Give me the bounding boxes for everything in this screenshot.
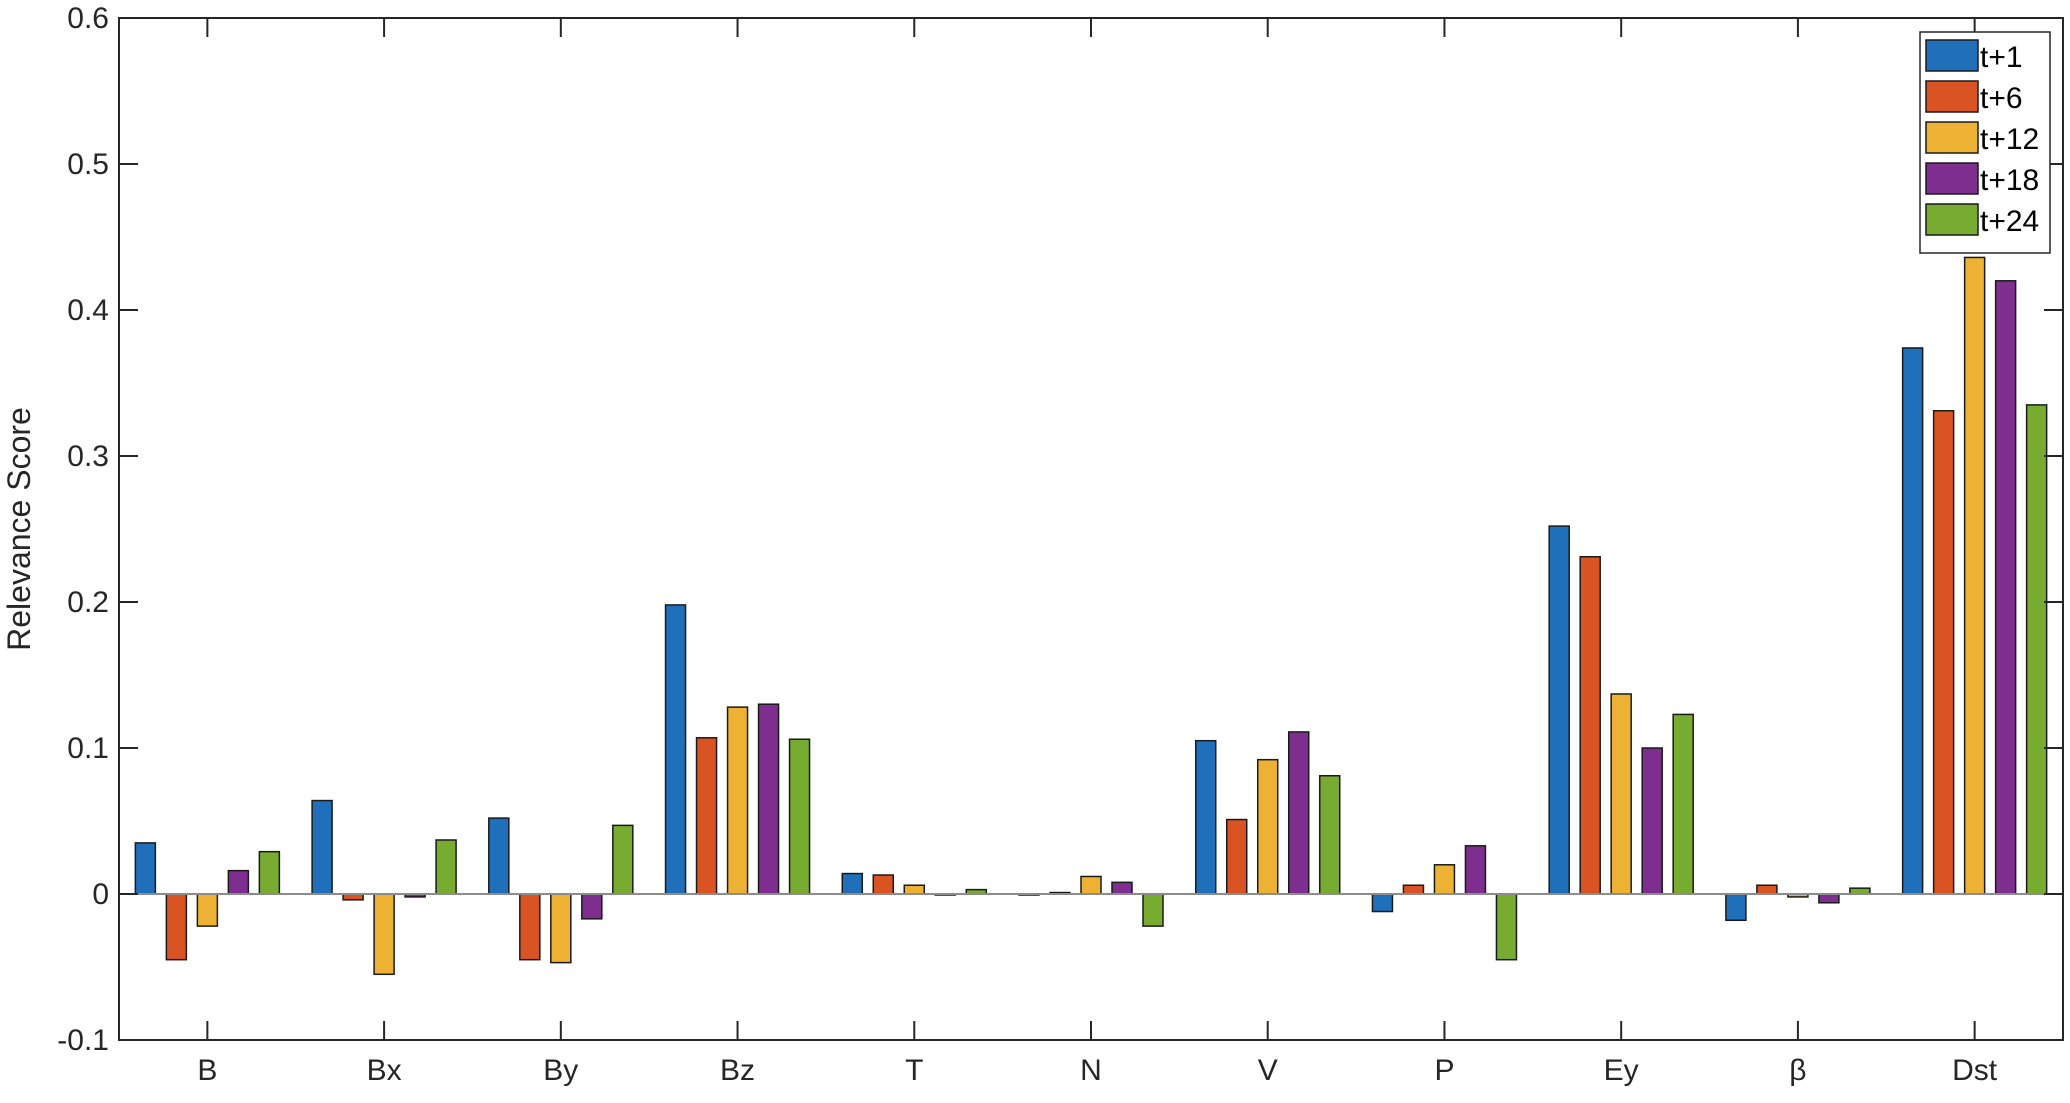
x-tick-label: B	[197, 1054, 217, 1087]
legend-swatch-t+24	[1925, 203, 1979, 236]
bar-Bz-t+18	[757, 703, 780, 895]
bar-By-t+1	[488, 817, 510, 895]
bar-group-Ey	[1548, 525, 1694, 895]
bar-B-t+24	[258, 850, 281, 895]
legend-swatch-t+18	[1925, 162, 1979, 195]
bar-Dst-t+12	[1963, 256, 1986, 895]
y-tick-label: 0.6	[67, 2, 109, 35]
bar-Bz-t+6	[695, 737, 718, 895]
legend-label: t+1	[1980, 41, 2023, 74]
bar-By-t+24	[612, 824, 634, 895]
legend-label: t+6	[1980, 82, 2023, 115]
bar-P-t+6	[1402, 884, 1425, 895]
bar-B-t+12	[196, 893, 219, 927]
bar-group-Dst	[1901, 256, 2048, 895]
bar-Ey-t+18	[1641, 747, 1663, 895]
bar-β-t+18	[1818, 893, 1840, 904]
legend-label: t+18	[1980, 164, 2039, 197]
y-axis-title: Relevance Score	[1, 407, 37, 651]
y-tick-label: 0.5	[67, 148, 109, 181]
bar-Dst-t+1	[1901, 347, 1924, 895]
bar-T-t+6	[872, 874, 895, 895]
x-tick-label: Bx	[367, 1054, 402, 1087]
bar-N-t+12	[1080, 875, 1102, 895]
bar-T-t+1	[841, 872, 864, 895]
x-tick-label: By	[543, 1054, 578, 1087]
bar-Dst-t+18	[1994, 280, 2017, 895]
bar-V-t+24	[1318, 774, 1341, 895]
x-tick-label: Ey	[1604, 1054, 1639, 1087]
bar-N-t+18	[1111, 881, 1133, 895]
bar-V-t+12	[1256, 758, 1279, 895]
bar-Bx-t+12	[373, 893, 395, 976]
bar-Bz-t+24	[788, 738, 811, 895]
bar-group-V	[1194, 731, 1341, 895]
y-tick-label: 0.1	[67, 732, 109, 765]
bar-Ey-t+12	[1610, 693, 1632, 895]
legend-swatch-t+12	[1925, 121, 1979, 154]
bar-group-Bx	[311, 799, 457, 976]
bar-B-t+6	[165, 893, 188, 961]
y-tick-label: 0.4	[67, 294, 109, 327]
bar-Ey-t+1	[1548, 525, 1570, 895]
y-tick-label: 0	[92, 878, 109, 911]
bar-B-t+18	[227, 869, 250, 895]
bar-By-t+18	[581, 893, 603, 920]
bar-P-t+1	[1371, 893, 1394, 913]
y-tick-label: -0.1	[57, 1024, 109, 1057]
legend-swatch-t+1	[1925, 39, 1979, 72]
bar-group-By	[488, 817, 634, 964]
x-tick-label: N	[1080, 1054, 1102, 1087]
bar-V-t+6	[1225, 818, 1248, 895]
legend: t+1 t+6 t+12 t+18 t+24	[1919, 31, 2051, 254]
bar-group-B	[134, 842, 281, 961]
bar-β-t+1	[1725, 893, 1747, 922]
bar-Bx-t+1	[311, 799, 333, 895]
bar-By-t+6	[519, 893, 541, 961]
bar-group-N	[1018, 875, 1164, 927]
bar-By-t+12	[550, 893, 572, 964]
x-tick-label: Dst	[1952, 1054, 1998, 1087]
bar-group-T	[841, 872, 988, 896]
bar-groups	[134, 256, 2048, 976]
bar-Dst-t+24	[2025, 404, 2048, 895]
x-tick-label: β	[1789, 1054, 1806, 1087]
bar-P-t+24	[1495, 893, 1518, 961]
x-axis: B Bx By Bz T N V P Ey β Dst	[197, 18, 1998, 1087]
bar-V-t+1	[1194, 739, 1217, 895]
bar-Bx-t+24	[435, 839, 457, 895]
bar-Ey-t+6	[1579, 555, 1601, 895]
y-tick-label: 0.3	[67, 440, 109, 473]
y-axis: -0.1 0 0.1 0.2 0.3 0.4 0.5 0.6	[57, 2, 2063, 1057]
bar-T-t+12	[903, 884, 926, 895]
bar-P-t+12	[1433, 864, 1456, 895]
x-tick-label: T	[905, 1054, 923, 1087]
x-tick-label: Bz	[720, 1054, 755, 1087]
bar-group-P	[1371, 845, 1518, 961]
x-tick-label: V	[1258, 1054, 1278, 1087]
bar-Dst-t+6	[1932, 409, 1955, 895]
legend-swatch-t+6	[1925, 80, 1979, 113]
bar-Bz-t+1	[664, 604, 687, 895]
bar-N-t+24	[1142, 893, 1164, 927]
bar-group-β	[1725, 884, 1871, 922]
legend-label: t+24	[1980, 205, 2039, 238]
bar-Ey-t+24	[1672, 713, 1694, 895]
bar-β-t+6	[1756, 884, 1778, 895]
legend-label: t+12	[1980, 123, 2039, 156]
x-tick-label: P	[1434, 1054, 1454, 1087]
bar-V-t+18	[1287, 731, 1310, 895]
bar-group-Bz	[664, 604, 811, 895]
y-tick-label: 0.2	[67, 586, 109, 619]
bar-Bz-t+12	[726, 706, 749, 895]
bar-P-t+18	[1464, 845, 1487, 895]
bar-B-t+1	[134, 842, 157, 895]
